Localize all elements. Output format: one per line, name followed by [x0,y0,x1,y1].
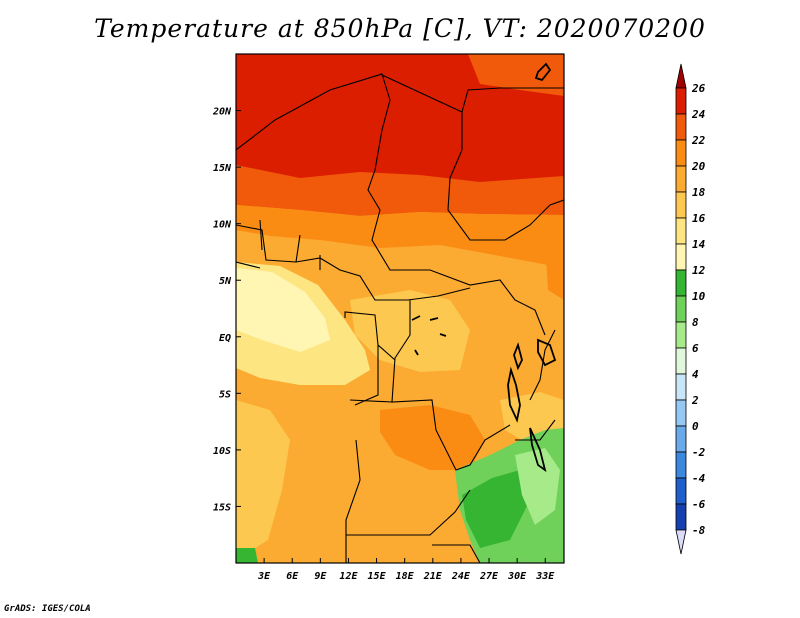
field-east-warm [545,232,564,300]
colorbar-cell [675,451,687,479]
x-tick-label: 12E [339,571,358,582]
colorbar-cell [675,191,687,219]
colorbar-level-label: -4 [692,472,706,485]
colorbar-level-label: 4 [692,368,699,381]
colorbar-level-label: -6 [692,498,706,511]
field-south-coast-cool [236,400,290,560]
field-band-20-22 [236,205,564,268]
colorbar-cell [675,347,687,375]
colorbar-bottom-triangle [675,529,687,555]
x-tick-label: 15E [368,571,387,582]
y-tick-label: 5N [219,276,232,287]
colorbar-cell [675,217,687,245]
map-frame [235,53,565,564]
chart-title: Temperature at 850hPa [C], VT: 202007020… [94,14,706,43]
colorbar-level-label: 16 [692,212,706,225]
x-tick-label: 18E [396,571,415,582]
colorbar-level-label: 10 [692,290,706,303]
colorbar-cell [675,321,687,349]
colorbar-cell [675,165,687,193]
y-tick-label: 20N [212,107,232,118]
colorbar-cell [675,243,687,271]
x-tick-label: 21E [423,571,443,582]
colorbar-cell [675,425,687,453]
colorbar-level-label: 6 [692,342,699,355]
field-ne-hot [468,54,564,96]
y-tick-label: 10S [213,446,231,457]
colorbar-cell [675,295,687,323]
colorbar-level-label: 14 [692,238,706,251]
colorbar-level-label: 12 [692,264,706,277]
colorbar-level-label: 24 [691,108,706,121]
field-se-green-dark [462,470,530,548]
map-area [236,54,564,563]
colorbar-level-label: 0 [692,420,699,433]
x-tick-label: 3E [257,571,271,582]
field-sw-cool-corner [236,548,258,563]
y-tick-label: 10N [213,220,232,231]
y-tick-label: 5S [219,389,231,400]
lakes-outline [411,62,557,473]
colorbar-cell [675,87,687,115]
colorbar-level-label: 18 [692,186,706,199]
colorbar-level-label: -2 [692,446,706,459]
x-tick-label: 6E [286,571,299,582]
x-tick-label: 9E [314,571,327,582]
field-coast-coolest [236,268,330,352]
colorbar-cell [675,477,687,505]
y-tick-label: EQ [219,333,231,344]
field-kasai-hot [380,405,485,470]
colorbar-level-label: 26 [691,82,706,95]
colorbar-level-label: 2 [691,394,699,407]
x-tick-label: 24E [451,571,471,582]
y-tick-label: 15S [213,502,231,513]
colorbar-cell [675,399,687,427]
x-tick-label: 27E [479,571,499,582]
colorbar-cell [675,113,687,141]
y-axis: 20N 15N 10N 5N EQ 5S 10S 15S [212,107,241,513]
y-tick-label: 15N [213,163,232,174]
colorbar-level-label: 22 [691,134,706,147]
colorbar-level-label: 20 [691,160,706,173]
x-tick-label: 30E [507,571,527,582]
field-band-22-24 [236,165,564,216]
colorbar-level-label: 8 [692,316,699,329]
field-se-green-light [515,448,560,525]
colorbar-level-label: -8 [692,524,706,537]
colorbar-cell [675,269,687,297]
colorbar-top-triangle [675,63,687,89]
grads-credit: GrADS: IGES/COLA [4,604,91,614]
country-borders [236,73,564,563]
colorbar-cell [675,503,687,531]
colorbar-cell [675,139,687,167]
colorbar-cell [675,373,687,401]
x-tick-label: 33E [535,571,555,582]
x-axis: 3E 6E 9E 12E 15E 18E 21E 24E 27E 30E 33E [257,558,555,582]
